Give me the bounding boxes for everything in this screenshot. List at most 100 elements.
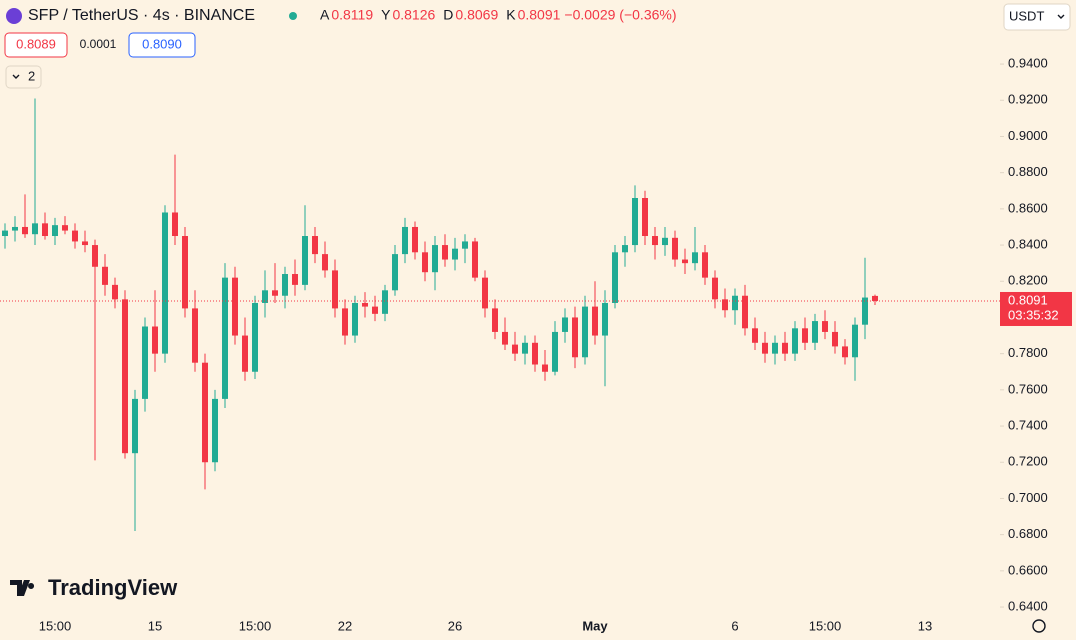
candle-body xyxy=(192,308,198,363)
candle-body xyxy=(832,331,838,347)
candle-body xyxy=(592,306,598,336)
y-tick-label: 0.7200 xyxy=(1008,454,1048,469)
candle-body xyxy=(672,237,678,260)
candle-body xyxy=(312,236,318,255)
sell-button[interactable] xyxy=(4,32,68,58)
candle-body xyxy=(682,259,688,264)
buy-button[interactable] xyxy=(128,32,196,58)
x-tick-label: 22 xyxy=(338,618,352,633)
candle-body xyxy=(842,346,848,358)
y-tick-label: 0.7400 xyxy=(1008,417,1048,432)
currency[interactable]: USDT xyxy=(1009,8,1044,23)
candle-body xyxy=(112,284,118,300)
candle-body xyxy=(782,342,788,354)
x-tick-label: 26 xyxy=(448,618,462,633)
y-tick-label: 0.9400 xyxy=(1008,56,1048,71)
candle-body xyxy=(242,335,248,372)
candle-body xyxy=(862,297,868,325)
candle-body xyxy=(62,225,68,231)
candle-body xyxy=(492,308,498,332)
candle-body xyxy=(632,198,638,246)
currency-select[interactable] xyxy=(1003,3,1071,31)
candle-body xyxy=(202,362,208,463)
legend-value: 0.8126 xyxy=(392,7,435,23)
candle-body xyxy=(352,302,358,336)
candle-body xyxy=(522,342,528,354)
candle-body xyxy=(552,331,558,372)
candle-body xyxy=(122,299,128,454)
candle-body xyxy=(702,252,708,278)
candle-body xyxy=(132,398,138,454)
candle-body xyxy=(82,241,88,246)
candle-body xyxy=(722,299,728,311)
candle-body xyxy=(602,302,608,336)
candle-body xyxy=(452,248,458,260)
candle-body xyxy=(342,308,348,336)
legend-value: 0.8069 xyxy=(455,7,498,23)
legend-key: Y xyxy=(381,7,391,23)
candle-body xyxy=(542,364,548,372)
y-tick-label: 0.7800 xyxy=(1008,345,1048,360)
indicators-count[interactable]: 2 xyxy=(28,68,35,83)
candle-body xyxy=(42,223,48,237)
x-tick-label: 13 xyxy=(918,618,932,633)
chevron xyxy=(12,74,20,79)
candle-body xyxy=(462,241,468,249)
candle-body xyxy=(822,321,828,332)
candle-body xyxy=(72,230,78,242)
candle-body xyxy=(162,212,168,354)
last-price-label: 0.8091 xyxy=(1008,292,1048,307)
y-tick-label: 0.7000 xyxy=(1008,490,1048,505)
candle-body xyxy=(212,398,218,463)
x-tick-label: 15:00 xyxy=(239,618,272,633)
indicators-toggle[interactable] xyxy=(5,65,42,89)
x-tick-label: May xyxy=(582,618,608,633)
bid-price[interactable]: 0.8089 xyxy=(16,36,56,51)
y-tick-label: 0.8200 xyxy=(1008,273,1048,288)
ask-price[interactable]: 0.8090 xyxy=(142,36,182,51)
candle-body xyxy=(562,317,568,332)
chart-title: SFP / TetherUS · 4s · BINANCE xyxy=(28,7,255,24)
candle-body xyxy=(812,321,818,343)
candle-body xyxy=(872,295,878,301)
candle-body xyxy=(442,245,448,260)
status-dot xyxy=(289,12,297,20)
candle-body xyxy=(12,226,18,231)
brand: TradingView xyxy=(48,575,178,600)
candle-body xyxy=(102,266,108,285)
candle-body xyxy=(662,237,668,246)
candle-body xyxy=(92,245,98,267)
candle-body xyxy=(422,252,428,273)
y-tick-label: 0.9000 xyxy=(1008,128,1048,143)
x-tick-label: 15:00 xyxy=(39,618,72,633)
candle-body xyxy=(392,254,398,291)
candle-body xyxy=(612,252,618,303)
candle-body xyxy=(362,302,368,307)
legend-key: K xyxy=(506,7,516,23)
legend-change: −0.0029 (−0.36%) xyxy=(564,7,676,23)
x-tick-label: 15:00 xyxy=(809,618,842,633)
candle-body xyxy=(852,324,858,358)
candle-body xyxy=(412,226,418,253)
candle-body xyxy=(152,326,158,354)
candle-body xyxy=(642,198,648,237)
candle-body xyxy=(622,245,628,253)
candle-body xyxy=(792,328,798,354)
candle-body xyxy=(372,306,378,314)
candle-body xyxy=(482,277,488,309)
settings-icon[interactable] xyxy=(1032,619,1046,633)
candle-body xyxy=(572,317,578,358)
symbol-icon xyxy=(6,8,22,24)
candle-body xyxy=(402,226,408,255)
candle-body xyxy=(712,277,718,300)
y-tick-label: 0.6600 xyxy=(1008,562,1048,577)
candle-body xyxy=(512,344,518,354)
y-tick-label: 0.8400 xyxy=(1008,236,1048,251)
legend-key: A xyxy=(320,7,330,23)
x-tick-label: 6 xyxy=(731,618,738,633)
candle-body xyxy=(222,277,228,399)
candle-body xyxy=(742,295,748,329)
candle-body xyxy=(22,226,28,235)
candle-body xyxy=(282,274,288,296)
